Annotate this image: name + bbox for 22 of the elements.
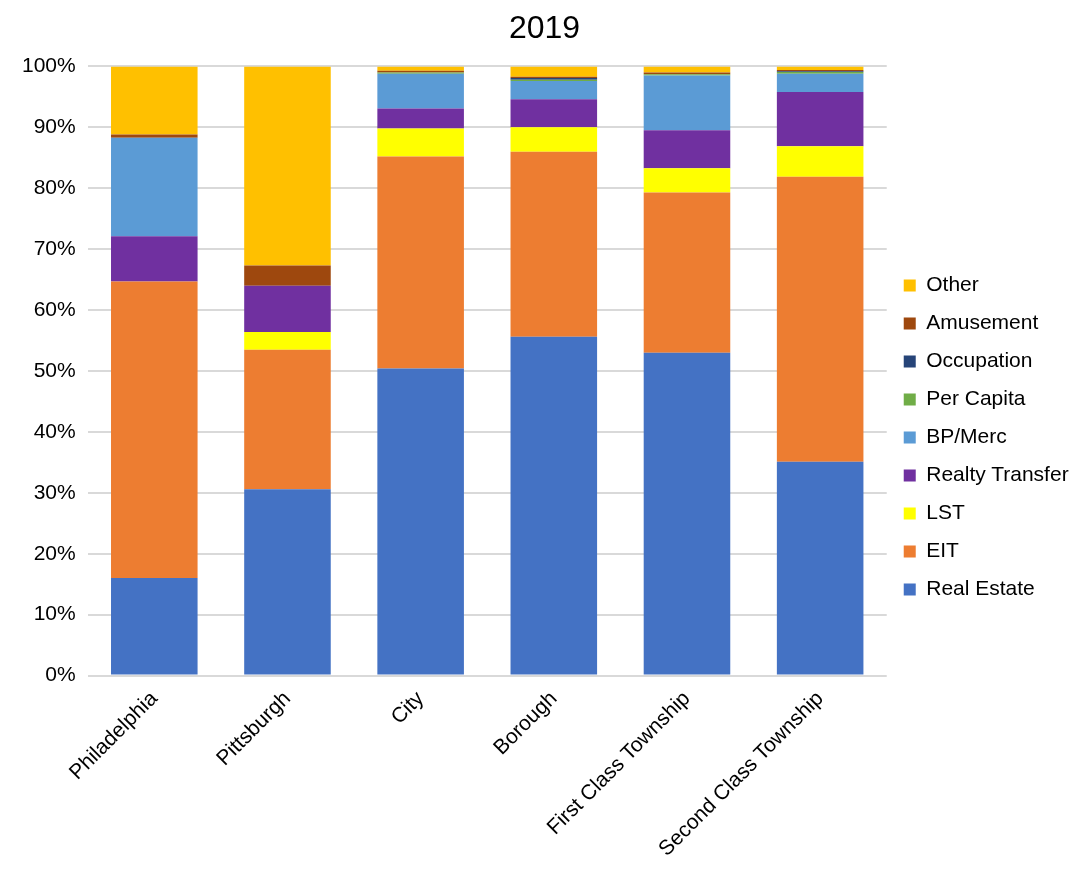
- legend-label: Other: [926, 272, 979, 296]
- y-tick-label: 20%: [33, 540, 76, 564]
- y-tick-label: 30%: [33, 479, 76, 503]
- y-tick-label: 100%: [21, 53, 76, 77]
- y-tick-label: 60%: [33, 296, 76, 320]
- x-tick-label: City: [385, 685, 428, 728]
- y-tick-label: 40%: [33, 418, 76, 442]
- legend-label: Real Estate: [926, 576, 1035, 600]
- legend-label: EIT: [926, 538, 960, 562]
- y-tick-label: 10%: [33, 601, 76, 625]
- legend-label: Realty Transfer: [926, 462, 1069, 486]
- chart-title: 2019: [508, 9, 581, 46]
- legend-label: Occupation: [926, 348, 1033, 372]
- y-tick-label: 90%: [33, 114, 76, 138]
- y-tick-label: 50%: [33, 357, 76, 381]
- legend-label: LST: [926, 500, 965, 524]
- y-tick-label: 80%: [33, 175, 76, 199]
- legend-label: Per Capita: [926, 386, 1026, 410]
- y-tick-label: 70%: [33, 235, 76, 259]
- y-tick-label: 0%: [45, 662, 76, 686]
- legend-label: BP/Merc: [926, 424, 1007, 448]
- legend-label: Amusement: [926, 310, 1039, 334]
